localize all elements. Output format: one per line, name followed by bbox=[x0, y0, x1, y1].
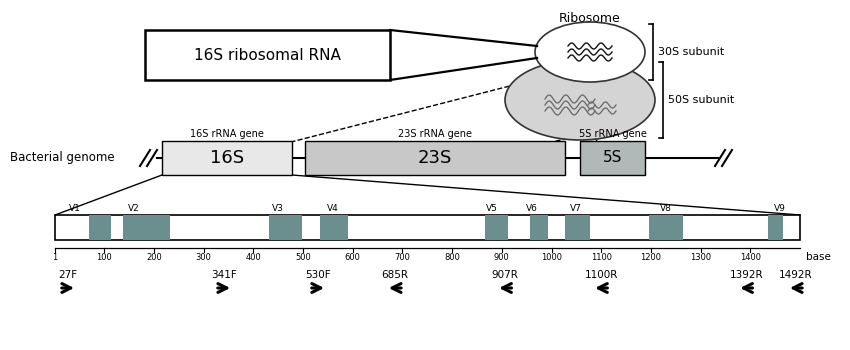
Text: 300: 300 bbox=[196, 253, 212, 262]
Bar bbox=[768, 215, 783, 240]
Bar bbox=[123, 215, 170, 240]
Text: V3: V3 bbox=[272, 204, 284, 213]
Bar bbox=[55, 215, 800, 240]
Text: 23S: 23S bbox=[418, 149, 452, 167]
Text: V9: V9 bbox=[774, 204, 786, 213]
Text: 1300: 1300 bbox=[690, 253, 711, 262]
Text: 1100R: 1100R bbox=[585, 270, 618, 280]
Text: V8: V8 bbox=[660, 204, 672, 213]
Ellipse shape bbox=[535, 22, 645, 82]
Bar bbox=[162, 141, 292, 175]
Text: 600: 600 bbox=[345, 253, 360, 262]
Bar bbox=[88, 215, 111, 240]
Text: 400: 400 bbox=[246, 253, 261, 262]
Text: 1200: 1200 bbox=[640, 253, 661, 262]
Text: 16S ribosomal RNA: 16S ribosomal RNA bbox=[194, 48, 341, 63]
Text: 1: 1 bbox=[53, 253, 58, 262]
Text: 5S rRNA gene: 5S rRNA gene bbox=[579, 129, 647, 139]
Bar bbox=[649, 215, 683, 240]
Bar bbox=[580, 141, 645, 175]
Bar bbox=[484, 215, 507, 240]
Text: base: base bbox=[806, 252, 830, 262]
Text: 800: 800 bbox=[445, 253, 460, 262]
Text: 16S rRNA gene: 16S rRNA gene bbox=[190, 129, 264, 139]
Text: 30S subunit: 30S subunit bbox=[658, 47, 724, 57]
Text: 16S: 16S bbox=[210, 149, 244, 167]
Text: V4: V4 bbox=[327, 204, 338, 213]
Bar bbox=[565, 215, 590, 240]
Text: Ribosome: Ribosome bbox=[559, 12, 620, 25]
Text: V6: V6 bbox=[525, 204, 537, 213]
Text: 1000: 1000 bbox=[541, 253, 562, 262]
Text: 500: 500 bbox=[295, 253, 311, 262]
Text: 1392R: 1392R bbox=[729, 270, 763, 280]
Text: 1400: 1400 bbox=[740, 253, 761, 262]
Bar bbox=[530, 215, 548, 240]
Bar bbox=[145, 30, 390, 80]
Bar bbox=[305, 141, 565, 175]
Text: 100: 100 bbox=[96, 253, 112, 262]
Text: 27F: 27F bbox=[59, 270, 77, 280]
Text: V5: V5 bbox=[486, 204, 498, 213]
Text: 900: 900 bbox=[494, 253, 510, 262]
Text: 907R: 907R bbox=[492, 270, 518, 280]
Text: 700: 700 bbox=[394, 253, 411, 262]
Bar bbox=[269, 215, 302, 240]
Text: 23S rRNA gene: 23S rRNA gene bbox=[398, 129, 472, 139]
Text: 1100: 1100 bbox=[591, 253, 612, 262]
Text: 50S subunit: 50S subunit bbox=[668, 95, 734, 105]
Text: Bacterial genome: Bacterial genome bbox=[10, 152, 115, 164]
Bar bbox=[320, 215, 348, 240]
Text: 1492R: 1492R bbox=[779, 270, 813, 280]
Text: V7: V7 bbox=[570, 204, 582, 213]
Text: 530F: 530F bbox=[305, 270, 331, 280]
Ellipse shape bbox=[505, 60, 655, 140]
Text: 341F: 341F bbox=[211, 270, 237, 280]
Text: V1: V1 bbox=[69, 204, 80, 213]
Text: 200: 200 bbox=[146, 253, 162, 262]
Text: 685R: 685R bbox=[382, 270, 409, 280]
Text: 5S: 5S bbox=[603, 150, 622, 166]
Text: V2: V2 bbox=[128, 204, 140, 213]
